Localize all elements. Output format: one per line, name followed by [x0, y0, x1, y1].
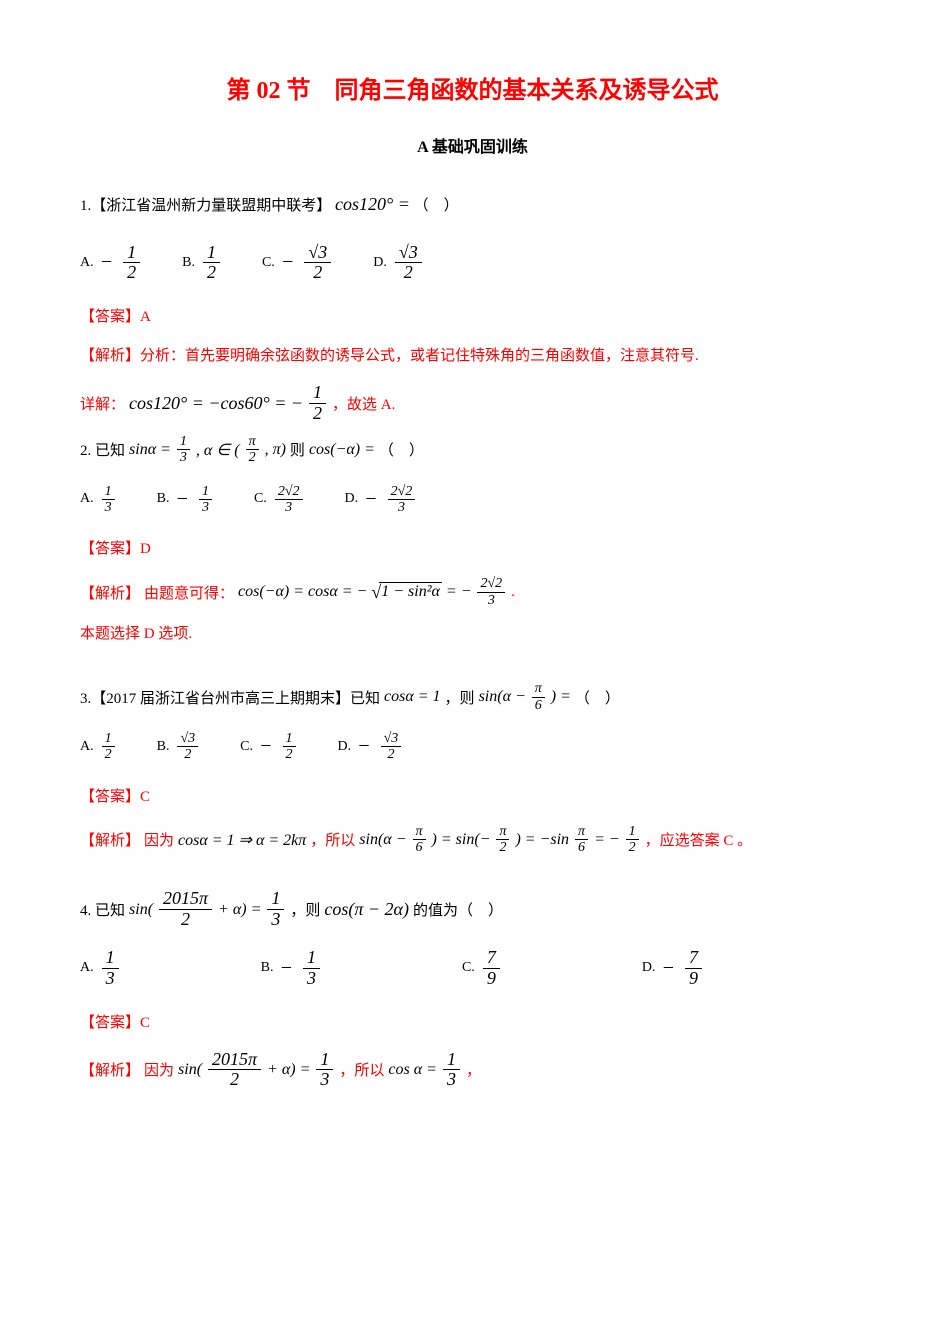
q3-option-c: C. − 1 2	[240, 731, 297, 763]
fraction: π 2	[246, 434, 259, 466]
q2-choose: 本题选择 D 选项.	[80, 618, 865, 651]
sqrt: √ 1 − sin²α	[371, 582, 442, 603]
fraction: 2015π 2	[159, 889, 212, 930]
q1-stem: 1.【浙江省温州新力量联盟期中联考】 cos120° = （ ）	[80, 185, 865, 225]
q2-options: A. 1 3 B. − 1 3 C. 2√2 3 D. − 2√2	[80, 484, 865, 516]
q2-stem: 2. 已知 sinα = 1 3 , α ∈ ( π 2 , π) 则 cos(…	[80, 434, 865, 466]
q3-stem: 3.【2017 届浙江省台州市高三上期期末】已知 cosα = 1 ，则 sin…	[80, 681, 865, 713]
q1-prefix: 1.【浙江省温州新力量联盟期中联考】	[80, 198, 331, 214]
fraction: √3 2	[304, 243, 331, 284]
q4-option-d: D. − 7 9	[642, 948, 704, 989]
fraction: 1 2	[626, 824, 639, 856]
q3-analysis: 【解析】 因为 cosα = 1 ⇒ α = 2kπ ，所以 sin(α − π…	[80, 824, 865, 856]
q3-answer: 【答案】C	[80, 781, 865, 814]
q3-option-d: D. − √3 2	[338, 731, 404, 763]
fraction: π 6	[532, 681, 545, 713]
fraction: √3 2	[395, 243, 422, 284]
fraction: 1 2	[309, 383, 326, 424]
q2-analysis: 【解析】 由题意可得： cos(−α) = cosα = − √ 1 − sin…	[80, 576, 865, 608]
fraction: 1 3	[102, 484, 115, 516]
document-page: 第 02 节 同角三角函数的基本关系及诱导公式 A 基础巩固训练 1.【浙江省温…	[0, 0, 945, 1337]
q4-stem: 4. 已知 sin( 2015π 2 + α) = 1 3 ，则 cos(π −…	[80, 889, 865, 930]
fraction: π 6	[413, 824, 426, 856]
q3-option-a: A. 1 2	[80, 731, 117, 763]
q1-answer: 【答案】A	[80, 301, 865, 334]
page-title: 第 02 节 同角三角函数的基本关系及诱导公式	[80, 70, 865, 105]
q1-option-a: A. − 1 2	[80, 243, 142, 284]
fraction: √3 2	[381, 731, 402, 763]
fraction: 1 3	[303, 948, 320, 989]
opt-label: C.	[262, 255, 275, 271]
fraction: 1 2	[283, 731, 296, 763]
q1-analysis: 【解析】分析：首先要明确余弦函数的诱导公式，或者记住特殊角的三角函数值，注意其符…	[80, 340, 865, 373]
opt-label: A.	[80, 255, 94, 271]
fraction: √3 2	[177, 731, 198, 763]
q2-option-c: C. 2√2 3	[254, 484, 305, 516]
fraction: 1 3	[177, 434, 190, 466]
q1-option-d: D. √3 2	[373, 243, 424, 284]
q2-option-d: D. − 2√2 3	[345, 484, 418, 516]
q4-answer: 【答案】C	[80, 1007, 865, 1040]
fraction: 1 3	[443, 1050, 460, 1091]
q3-options: A. 1 2 B. √3 2 C. − 1 2 D. − √3	[80, 731, 865, 763]
fraction: 1 3	[267, 889, 284, 930]
q1-options: A. − 1 2 B. 1 2 C. − √3 2 D. √3	[80, 243, 865, 284]
fraction: 7 9	[483, 948, 500, 989]
q1-suffix: （ ）	[414, 198, 459, 214]
neg-sign: −	[281, 251, 295, 274]
opt-label: D.	[373, 255, 387, 271]
q1-option-b: B. 1 2	[182, 243, 222, 284]
fraction: 1 3	[102, 948, 119, 989]
q4-analysis: 【解析】 因为 sin( 2015π 2 + α) = 1 3 ，所以 cos …	[80, 1050, 865, 1091]
q4-options: A. 1 3 B. − 1 3 C. 7 9 D. − 7	[80, 948, 865, 989]
q2-option-b: B. − 1 3	[157, 484, 214, 516]
opt-label: B.	[182, 255, 195, 271]
q1-option-c: C. − √3 2	[262, 243, 333, 284]
fraction: 1 2	[203, 243, 220, 284]
fraction: 2015π 2	[208, 1050, 261, 1091]
q3-option-b: B. √3 2	[157, 731, 201, 763]
fraction: 1 2	[102, 731, 115, 763]
q4-option-b: B. − 1 3	[261, 948, 322, 989]
fraction: 2√2 3	[275, 484, 303, 516]
neg-sign: −	[100, 251, 114, 274]
fraction: 7 9	[685, 948, 702, 989]
fraction: π 2	[496, 824, 509, 856]
fraction: 1 3	[199, 484, 212, 516]
q2-option-a: A. 1 3	[80, 484, 117, 516]
fraction: 2√2 3	[388, 484, 416, 516]
q1-math: cos120° =	[335, 194, 410, 214]
fraction: 1 2	[123, 243, 140, 284]
fraction: 1 3	[316, 1050, 333, 1091]
section-subtitle: A 基础巩固训练	[80, 133, 865, 157]
fraction: π 6	[575, 824, 588, 856]
q1-detail: 详解： cos120° = −cos60° = − 1 2 ，故选 A.	[80, 383, 865, 424]
fraction: 2√2 3	[477, 576, 505, 608]
q4-option-a: A. 1 3	[80, 948, 121, 989]
q2-answer: 【答案】D	[80, 533, 865, 566]
q4-option-c: C. 7 9	[462, 948, 502, 989]
